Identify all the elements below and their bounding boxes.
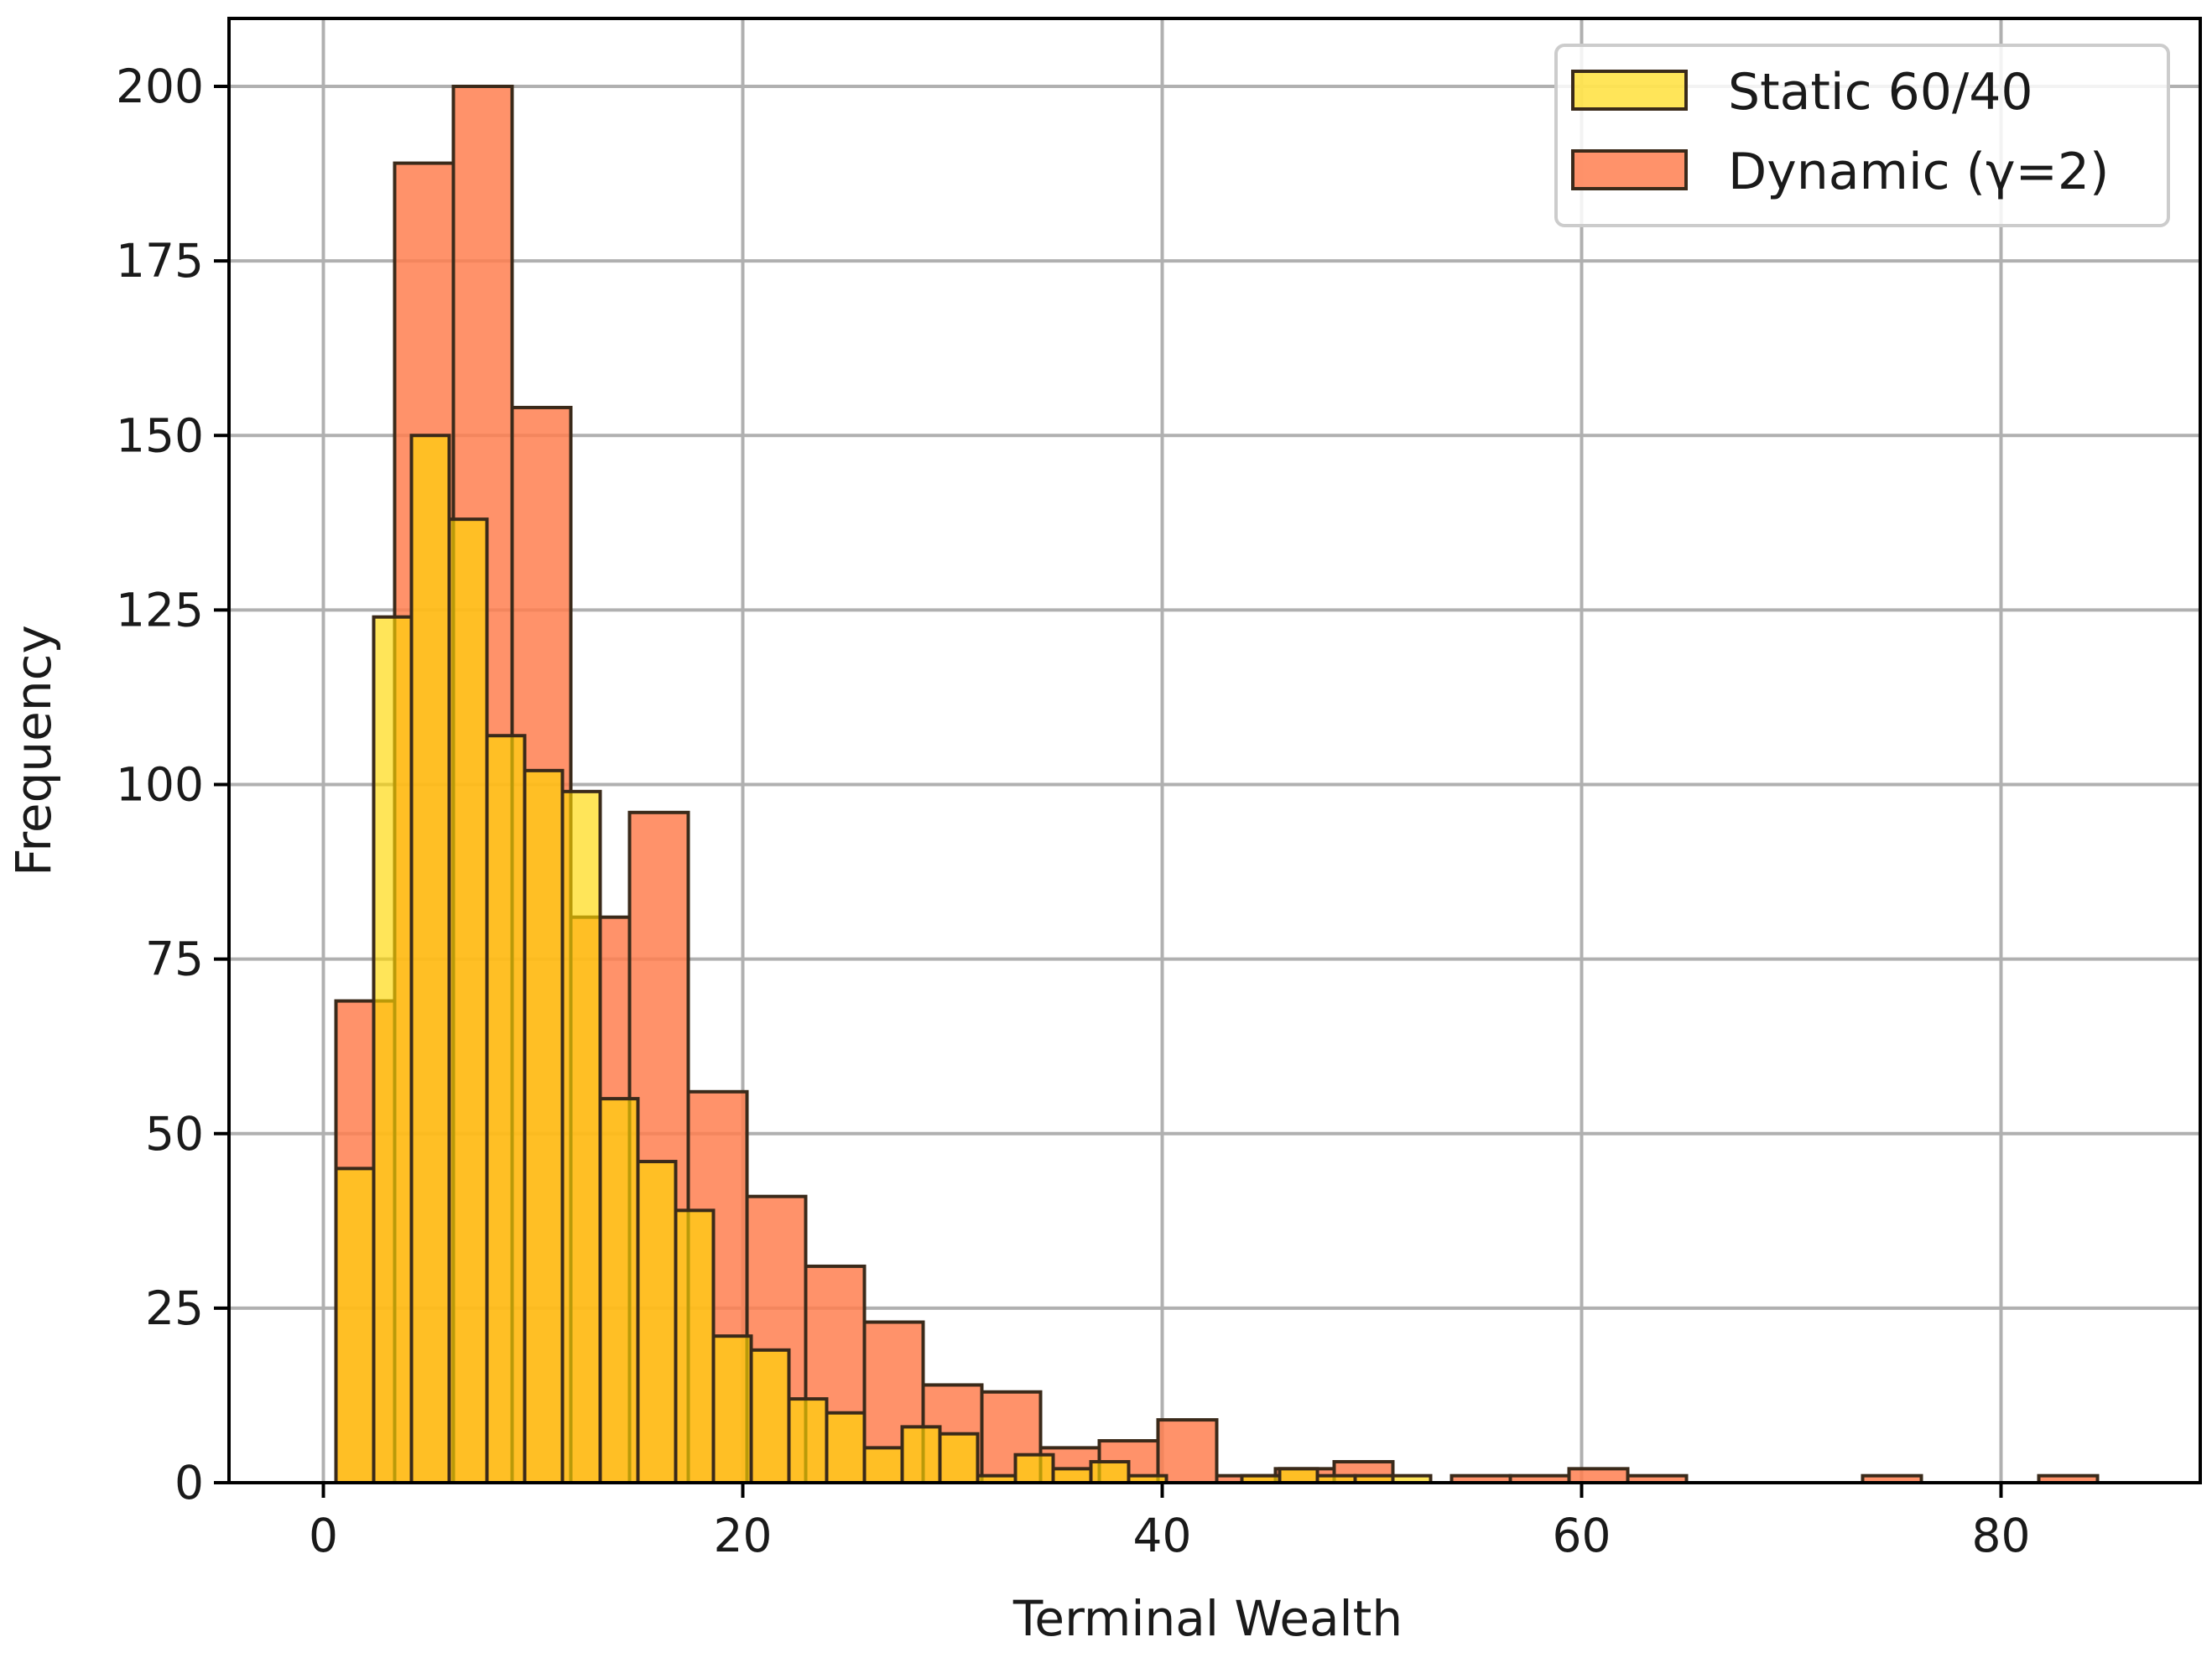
- static-bar-14: [862, 1446, 904, 1484]
- static-bar-13: [825, 1411, 867, 1484]
- static-bar-18: [1013, 1453, 1055, 1484]
- static-bar-20: [1089, 1460, 1131, 1485]
- legend-swatch-static: [1571, 70, 1688, 111]
- static-bar-11: [749, 1348, 791, 1484]
- static-bar-16: [938, 1432, 980, 1484]
- legend-label-static: Static 60/40: [1728, 63, 2033, 122]
- y-tick-label-5: 125: [116, 583, 204, 637]
- y-axis-label: Frequency: [5, 625, 62, 876]
- static-bar-9: [674, 1208, 716, 1484]
- static-bar-0: [334, 1167, 376, 1484]
- x-tick-label-2: 40: [1133, 1509, 1192, 1562]
- static-bar-15: [900, 1425, 942, 1485]
- static-bar-4: [485, 734, 527, 1484]
- static-bar-19: [1051, 1467, 1093, 1484]
- x-tick-label-4: 80: [1972, 1509, 2031, 1562]
- y-tick-label-4: 100: [116, 758, 204, 812]
- legend-frame: [1554, 44, 2170, 227]
- dynamic-bar-21: [1567, 1467, 1630, 1484]
- legend: Static 60/40 Dynamic (γ=2): [1554, 44, 2170, 227]
- y-tick-label-8: 200: [116, 60, 204, 113]
- static-series-bars: [334, 434, 1433, 1485]
- dynamic-bar-14: [1156, 1418, 1219, 1484]
- y-tick-label-1: 25: [145, 1281, 204, 1335]
- legend-label-dynamic: Dynamic (γ=2): [1728, 143, 2109, 201]
- y-tick-label-2: 50: [145, 1107, 204, 1161]
- legend-swatch-dynamic: [1571, 149, 1688, 190]
- y-tick-label-7: 175: [116, 234, 204, 288]
- y-tick-label-0: 0: [174, 1456, 204, 1510]
- y-axis-ticks: 0 25 50 75 100 125 150 175 200: [116, 60, 229, 1510]
- x-tick-label-0: 0: [309, 1509, 338, 1562]
- plot-frame: [227, 17, 2202, 1484]
- static-bar-6: [560, 789, 602, 1484]
- static-bar-7: [598, 1097, 640, 1484]
- static-bar-1: [372, 615, 414, 1485]
- x-axis-ticks: 0 20 40 60 80: [309, 1483, 2031, 1562]
- y-tick-label-3: 75: [145, 933, 204, 986]
- x-tick-label-3: 60: [1553, 1509, 1611, 1562]
- static-bar-5: [523, 768, 565, 1484]
- static-bar-2: [409, 434, 451, 1484]
- x-axis-label: Terminal Wealth: [1012, 1590, 1403, 1647]
- x-tick-label-1: 20: [714, 1509, 773, 1562]
- y-tick-label-6: 150: [116, 408, 204, 462]
- static-bar-12: [787, 1397, 829, 1484]
- static-bar-8: [636, 1160, 678, 1485]
- static-bar-3: [447, 517, 489, 1484]
- static-bar-25: [1278, 1467, 1319, 1484]
- static-bar-10: [711, 1334, 753, 1485]
